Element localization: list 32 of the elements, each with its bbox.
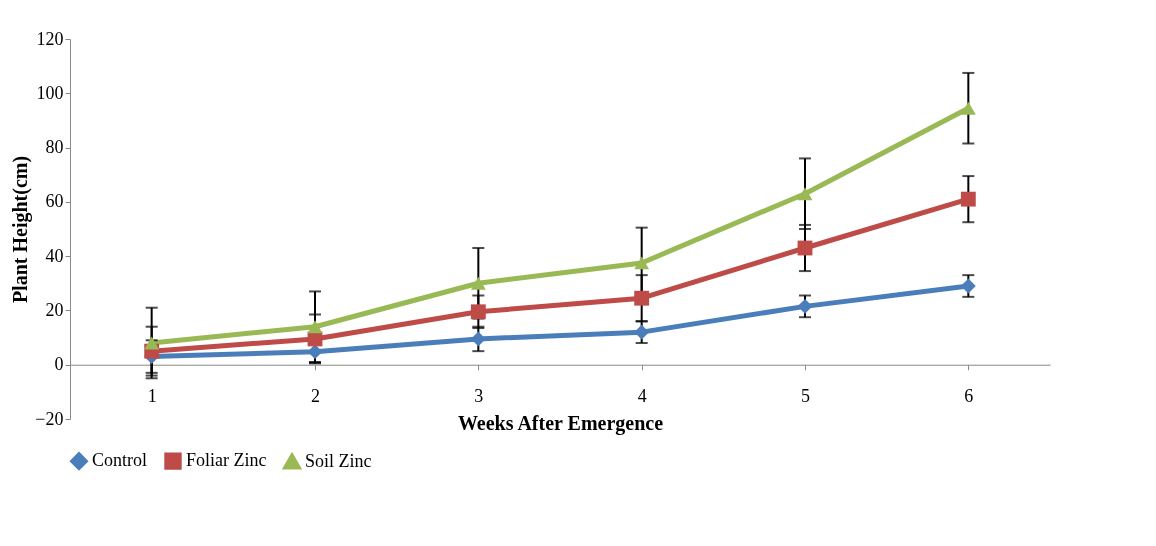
- x-tick-label: 2: [311, 386, 320, 407]
- y-tick-label: 60: [45, 191, 64, 212]
- point: [144, 336, 160, 350]
- x-tick-label: 5: [801, 386, 810, 407]
- y-tick-label: −20: [35, 408, 64, 429]
- x-tick-label: 3: [474, 386, 484, 407]
- point: [470, 304, 486, 320]
- y-tick-label: 100: [36, 82, 64, 103]
- x-tick-label: 4: [637, 386, 647, 407]
- point: [797, 298, 813, 314]
- x-tick-label: 1: [147, 386, 157, 407]
- y-tick-label: 80: [45, 137, 64, 158]
- point: [307, 320, 323, 334]
- legend-label: Control: [92, 450, 148, 471]
- y-axis-title: Plant Height(cm): [9, 155, 33, 304]
- x-axis-title: Weeks After Emergence: [457, 412, 664, 436]
- legend-label: Soil Zinc: [305, 450, 372, 471]
- point: [634, 324, 650, 340]
- point: [634, 290, 650, 306]
- point: [307, 344, 323, 360]
- point: [470, 276, 486, 290]
- y-tick-label: 40: [45, 245, 64, 266]
- point: [960, 101, 976, 115]
- y-tick-label: 20: [45, 299, 64, 320]
- legend-label: Foliar Zinc: [186, 450, 267, 471]
- point: [797, 187, 813, 201]
- point: [634, 256, 650, 270]
- y-tick-label: 0: [54, 354, 64, 375]
- y-tick-label: 120: [36, 28, 64, 49]
- point: [960, 191, 976, 207]
- x-tick-label: 6: [964, 386, 974, 407]
- point: [960, 278, 976, 294]
